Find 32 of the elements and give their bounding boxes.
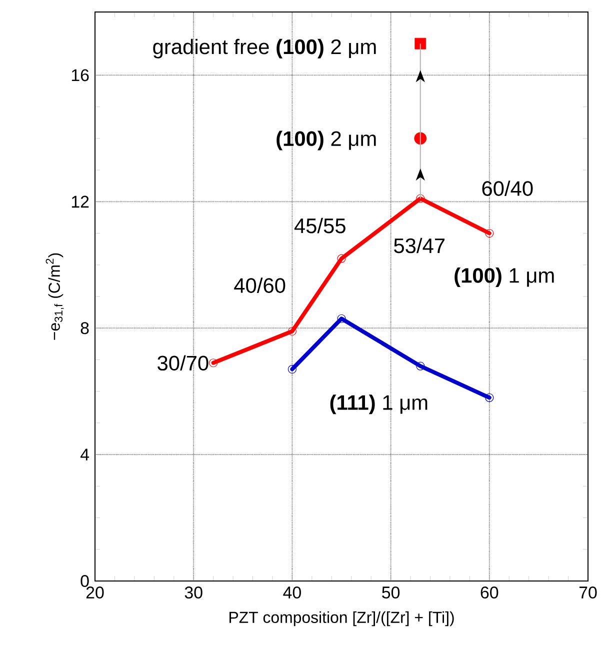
point bbox=[209, 358, 218, 368]
x-tick-label: 70 bbox=[579, 586, 597, 598]
series-label: gradient free (100) 2 μm bbox=[153, 38, 376, 58]
y-axis-title: −e$_{31,f}$ (C/m$^{2}$) bbox=[46, 253, 64, 340]
x-tick-label: 50 bbox=[382, 586, 400, 598]
y-tick-label: 4 bbox=[80, 448, 89, 460]
y-tick-label: 12 bbox=[72, 196, 89, 208]
point bbox=[337, 314, 346, 323]
point bbox=[416, 362, 425, 370]
series-label: (111) 1 μm bbox=[330, 394, 428, 414]
series-label: (100) 2 μm bbox=[276, 130, 376, 150]
point bbox=[414, 38, 426, 50]
point bbox=[485, 228, 494, 238]
annotation: 30/70 bbox=[158, 355, 208, 371]
annotation: 53/47 bbox=[394, 238, 444, 254]
y-tick-label: 8 bbox=[80, 322, 89, 334]
point bbox=[288, 326, 296, 336]
point bbox=[337, 254, 346, 263]
x-tick-label: 60 bbox=[480, 586, 498, 598]
annotation: 60/40 bbox=[482, 180, 533, 196]
x-tick-label: 40 bbox=[283, 586, 301, 598]
x-tick-label: 20 bbox=[86, 586, 104, 598]
point bbox=[416, 194, 425, 203]
x-tick-label: 30 bbox=[184, 586, 202, 598]
point bbox=[288, 364, 296, 374]
y-tick-label: 16 bbox=[72, 69, 89, 82]
y-tick-label: 0 bbox=[80, 574, 89, 587]
x-axis-title: PZT composition [Zr]/([Zr] + [Ti]) bbox=[230, 611, 454, 626]
text: (100) 1 μm bbox=[454, 268, 554, 288]
annotation: 40/60 bbox=[234, 278, 286, 293]
point bbox=[485, 393, 494, 402]
annotation: 45/55 bbox=[294, 218, 346, 234]
